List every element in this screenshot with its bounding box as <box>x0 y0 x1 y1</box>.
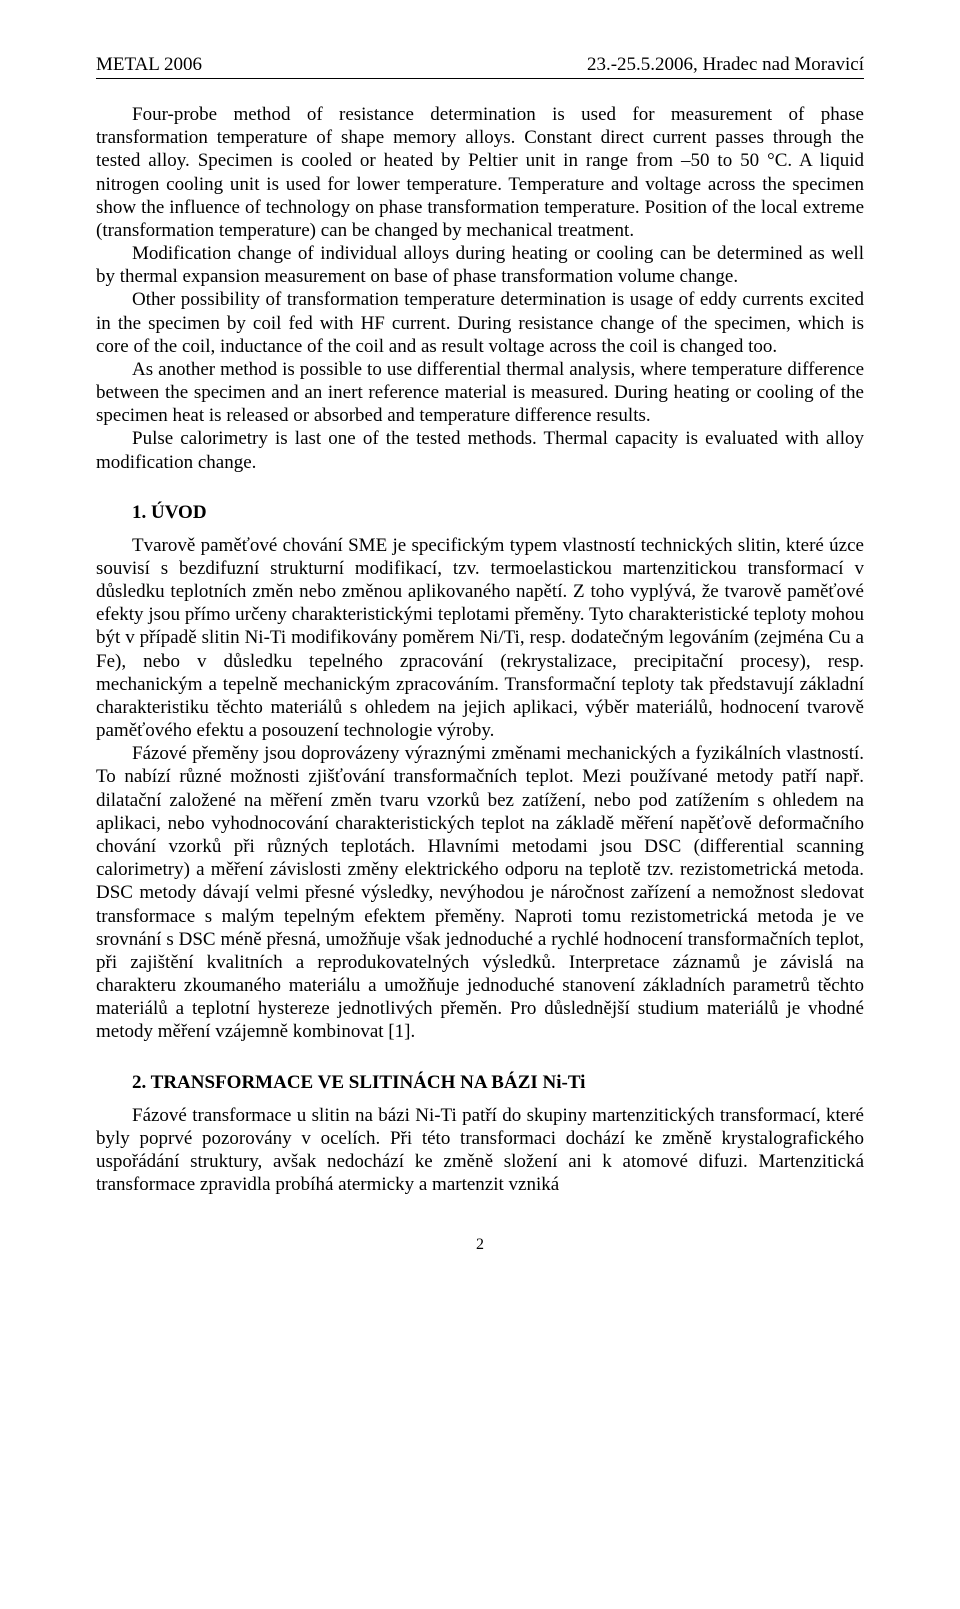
section-heading-1: 1. ÚVOD <box>96 502 864 524</box>
header-right: 23.-25.5.2006, Hradec nad Moravicí <box>587 54 864 76</box>
body-paragraph: Tvarově paměťové chování SME je specific… <box>96 534 864 743</box>
page-container: METAL 2006 23.-25.5.2006, Hradec nad Mor… <box>0 0 960 1314</box>
header-rule <box>96 78 864 79</box>
body-paragraph: Fázové transformace u slitin na bázi Ni-… <box>96 1104 864 1197</box>
abstract-paragraph: Four-probe method of resistance determin… <box>96 103 864 242</box>
abstract-paragraph: As another method is possible to use dif… <box>96 358 864 428</box>
abstract-paragraph: Other possibility of transformation temp… <box>96 288 864 358</box>
body-paragraph: Fázové přeměny jsou doprovázeny výrazným… <box>96 742 864 1043</box>
header-left: METAL 2006 <box>96 54 202 76</box>
abstract-paragraph: Modification change of individual alloys… <box>96 242 864 288</box>
section-heading-2: 2. TRANSFORMACE VE SLITINÁCH NA BÁZI Ni-… <box>96 1072 864 1094</box>
page-header: METAL 2006 23.-25.5.2006, Hradec nad Mor… <box>96 54 864 76</box>
page-number: 2 <box>96 1236 864 1254</box>
abstract-paragraph: Pulse calorimetry is last one of the tes… <box>96 427 864 473</box>
